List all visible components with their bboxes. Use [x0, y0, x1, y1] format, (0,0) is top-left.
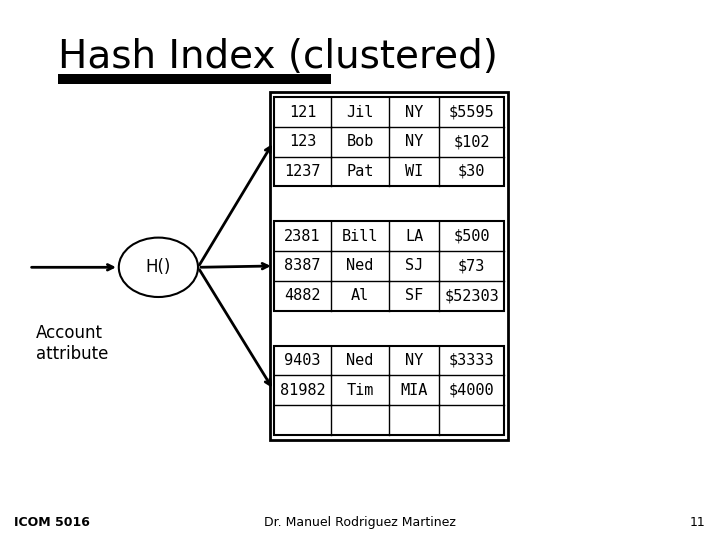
Text: Hash Index (clustered): Hash Index (clustered): [58, 38, 498, 76]
Text: 121: 121: [289, 105, 316, 119]
FancyBboxPatch shape: [58, 74, 331, 84]
FancyBboxPatch shape: [274, 97, 504, 186]
Text: $500: $500: [454, 229, 490, 244]
Text: Jil: Jil: [346, 105, 374, 119]
Text: LA: LA: [405, 229, 423, 244]
Text: NY: NY: [405, 105, 423, 119]
Text: SJ: SJ: [405, 259, 423, 273]
Text: 8387: 8387: [284, 259, 320, 273]
Text: Bill: Bill: [342, 229, 378, 244]
Text: Al: Al: [351, 288, 369, 303]
Text: 11: 11: [690, 516, 706, 529]
Text: Tim: Tim: [346, 383, 374, 397]
Text: 4882: 4882: [284, 288, 320, 303]
Text: NY: NY: [405, 134, 423, 149]
Text: 1237: 1237: [284, 164, 320, 179]
Text: Ned: Ned: [346, 259, 374, 273]
FancyBboxPatch shape: [274, 346, 504, 435]
Text: $4000: $4000: [449, 383, 495, 397]
Text: SF: SF: [405, 288, 423, 303]
Text: 81982: 81982: [279, 383, 325, 397]
Text: Bob: Bob: [346, 134, 374, 149]
Text: 2381: 2381: [284, 229, 320, 244]
Text: Account
attribute: Account attribute: [36, 324, 109, 363]
Text: $102: $102: [454, 134, 490, 149]
Text: $73: $73: [458, 259, 485, 273]
Text: 9403: 9403: [284, 353, 320, 368]
Text: $52303: $52303: [444, 288, 499, 303]
Text: Pat: Pat: [346, 164, 374, 179]
Text: Dr. Manuel Rodriguez Martinez: Dr. Manuel Rodriguez Martinez: [264, 516, 456, 529]
Text: $3333: $3333: [449, 353, 495, 368]
Text: 123: 123: [289, 134, 316, 149]
Text: $30: $30: [458, 164, 485, 179]
Text: MIA: MIA: [400, 383, 428, 397]
Text: H(): H(): [145, 258, 171, 276]
Text: Ned: Ned: [346, 353, 374, 368]
Text: $5595: $5595: [449, 105, 495, 119]
Text: ICOM 5016: ICOM 5016: [14, 516, 90, 529]
FancyBboxPatch shape: [274, 221, 504, 310]
Text: NY: NY: [405, 353, 423, 368]
Text: WI: WI: [405, 164, 423, 179]
Circle shape: [119, 238, 198, 297]
